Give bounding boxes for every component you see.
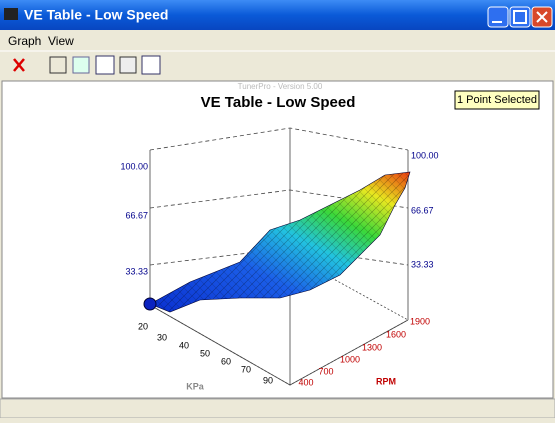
tooltip bbox=[454, 90, 540, 110]
kpa-axis-label: KPa bbox=[186, 381, 205, 391]
close-graph-button[interactable] bbox=[13, 58, 25, 72]
surface-button[interactable] bbox=[119, 56, 137, 74]
rpm-tick-label: 1900 bbox=[410, 316, 430, 326]
rpm-tick-label: 1300 bbox=[362, 342, 382, 352]
line-button[interactable] bbox=[72, 56, 90, 74]
watermark: TunerPro - Version 5.00 bbox=[238, 82, 323, 91]
rpm-axis-label: RPM bbox=[376, 376, 396, 386]
tooltip-text: 1 Point Selected bbox=[457, 94, 537, 106]
kpa-tick-label: 30 bbox=[157, 332, 167, 342]
z-tick-label: 66.67 bbox=[125, 210, 148, 220]
toolbar bbox=[13, 55, 161, 75]
kpa-tick-label: 70 bbox=[241, 364, 251, 374]
app-icon bbox=[4, 8, 18, 20]
z-tick-label: 33.33 bbox=[125, 266, 148, 276]
z-tick-label: 33.33 bbox=[411, 259, 434, 269]
title-bar bbox=[0, 0, 555, 30]
kpa-tick-label: 60 bbox=[221, 356, 231, 366]
menu-item[interactable]: Graph bbox=[8, 34, 41, 48]
graph-button[interactable] bbox=[95, 55, 115, 75]
color-button[interactable] bbox=[141, 55, 161, 75]
graph-title: VE Table - Low Speed bbox=[201, 94, 356, 111]
z-tick-label: 100.00 bbox=[411, 150, 439, 160]
surface bbox=[149, 171, 411, 313]
kpa-tick-label: 90 bbox=[263, 375, 273, 385]
z-tick-label: 100.00 bbox=[120, 161, 148, 171]
minimize-button[interactable] bbox=[487, 6, 509, 28]
status-bar bbox=[0, 398, 555, 419]
rpm-tick-label: 400 bbox=[298, 377, 313, 387]
menu-item[interactable]: View bbox=[48, 34, 74, 48]
rpm-tick-label: 700 bbox=[318, 366, 333, 376]
selected-point[interactable] bbox=[143, 297, 157, 311]
kpa-tick-label: 50 bbox=[200, 348, 210, 358]
move-button[interactable] bbox=[49, 56, 67, 74]
rpm-tick-label: 1600 bbox=[386, 329, 406, 339]
kpa-tick-label: 40 bbox=[179, 340, 189, 350]
window-buttons[interactable] bbox=[487, 6, 553, 28]
rpm-tick-label: 1000 bbox=[340, 354, 360, 364]
window-title: VE Table - Low Speed bbox=[24, 7, 168, 23]
z-tick-label: 66.67 bbox=[411, 205, 434, 215]
kpa-tick-label: 20 bbox=[138, 321, 148, 331]
